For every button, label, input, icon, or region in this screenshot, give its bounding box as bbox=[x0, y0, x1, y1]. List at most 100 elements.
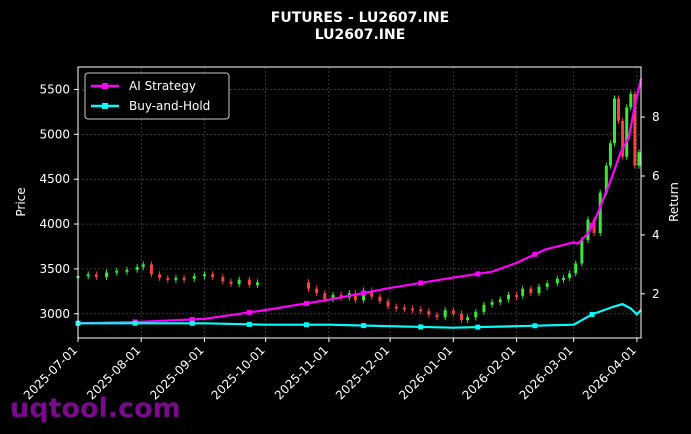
candle bbox=[474, 311, 478, 318]
y-axis-label-return: Return bbox=[667, 182, 681, 222]
candle bbox=[637, 152, 641, 166]
candle bbox=[537, 286, 541, 294]
legend: AI Strategy Buy-and-Hold bbox=[84, 72, 230, 120]
candle bbox=[141, 264, 145, 268]
candle bbox=[202, 274, 206, 277]
candle bbox=[621, 120, 625, 157]
legend-label-ai: AI Strategy bbox=[129, 79, 196, 93]
y-tick-label-left: 3000 bbox=[39, 307, 70, 321]
candle bbox=[629, 93, 633, 108]
candle bbox=[247, 279, 251, 286]
legend-label-bh: Buy-and-Hold bbox=[129, 99, 210, 113]
candle bbox=[612, 98, 616, 144]
candle bbox=[515, 294, 519, 297]
chart-title: FUTURES - LU2607.INE bbox=[271, 10, 449, 26]
candle bbox=[229, 281, 233, 285]
series-marker bbox=[532, 251, 538, 257]
series-marker bbox=[418, 280, 424, 286]
x-tick-label: 2025-11-01 bbox=[272, 343, 331, 402]
series-marker bbox=[189, 320, 195, 326]
candle bbox=[115, 270, 119, 273]
series-marker bbox=[475, 271, 481, 277]
candle bbox=[435, 314, 439, 318]
candle bbox=[307, 282, 311, 289]
y-tick-label-right: 6 bbox=[652, 169, 660, 183]
x-tick-label: 2026-01-01 bbox=[396, 343, 455, 402]
candle bbox=[370, 290, 374, 297]
series-marker bbox=[132, 320, 138, 326]
candle bbox=[315, 288, 319, 294]
candle bbox=[568, 273, 572, 278]
candle bbox=[419, 309, 423, 312]
x-tick-label: 2025-10-01 bbox=[209, 343, 268, 402]
candle bbox=[617, 98, 621, 121]
series-marker bbox=[361, 290, 367, 296]
candle bbox=[378, 296, 382, 302]
x-tick-label: 2025-12-01 bbox=[333, 343, 392, 402]
candle bbox=[135, 267, 139, 270]
candle bbox=[561, 277, 565, 280]
candle bbox=[125, 269, 129, 272]
candle bbox=[604, 165, 608, 193]
candle bbox=[490, 302, 494, 305]
series-marker bbox=[303, 300, 309, 306]
candle bbox=[506, 294, 510, 300]
candle bbox=[482, 304, 486, 312]
candle bbox=[402, 307, 406, 310]
candle bbox=[411, 308, 415, 311]
candle bbox=[427, 311, 431, 315]
candle bbox=[580, 240, 584, 264]
y-tick-label-left: 4000 bbox=[39, 217, 70, 231]
candle bbox=[598, 192, 602, 234]
candle bbox=[331, 294, 335, 300]
series-line-ai-strategy bbox=[77, 78, 643, 325]
y-tick-label-left: 4500 bbox=[39, 172, 70, 186]
series-marker bbox=[189, 316, 195, 322]
candle bbox=[221, 276, 225, 282]
candle bbox=[633, 93, 637, 166]
y-tick-label-left: 5500 bbox=[39, 82, 70, 96]
y-axis-right: 2 4 6 8 bbox=[641, 110, 660, 301]
candle bbox=[451, 310, 455, 314]
candle bbox=[166, 277, 170, 280]
candle bbox=[625, 107, 629, 157]
candle bbox=[192, 276, 196, 279]
y-tick-label-right: 4 bbox=[652, 228, 660, 242]
candle bbox=[545, 283, 549, 287]
candle bbox=[174, 277, 178, 280]
candle bbox=[521, 288, 525, 296]
series-marker bbox=[475, 324, 481, 330]
candle bbox=[105, 272, 109, 277]
candles bbox=[76, 90, 641, 324]
candle bbox=[211, 274, 215, 277]
candle bbox=[353, 293, 357, 301]
candle bbox=[608, 143, 612, 166]
series-marker bbox=[418, 324, 424, 330]
candle bbox=[94, 274, 98, 277]
y-tick-label-left: 5000 bbox=[39, 127, 70, 141]
series-marker bbox=[303, 322, 309, 328]
candle bbox=[323, 293, 327, 300]
y-tick-label-right: 2 bbox=[652, 287, 660, 301]
candle bbox=[529, 288, 533, 294]
chart-subtitle: LU2607.INE bbox=[315, 27, 406, 43]
series-marker bbox=[246, 309, 252, 315]
series-marker bbox=[246, 321, 252, 327]
candle bbox=[386, 301, 390, 307]
candle bbox=[86, 274, 90, 277]
candle bbox=[443, 310, 447, 318]
candle bbox=[498, 299, 502, 303]
y-axis-label-price: Price bbox=[14, 187, 28, 216]
candle bbox=[586, 219, 590, 241]
candle bbox=[158, 274, 162, 278]
candle bbox=[182, 277, 186, 280]
y-axis-left: 3000 3500 4000 4500 5000 5500 bbox=[39, 82, 78, 321]
series-marker bbox=[532, 323, 538, 329]
legend-box bbox=[84, 72, 230, 120]
candle bbox=[574, 263, 578, 274]
y-tick-label-left: 3500 bbox=[39, 262, 70, 276]
legend-marker-bh bbox=[102, 103, 108, 109]
series-marker bbox=[589, 311, 595, 317]
y-tick-label-right: 8 bbox=[652, 110, 660, 124]
